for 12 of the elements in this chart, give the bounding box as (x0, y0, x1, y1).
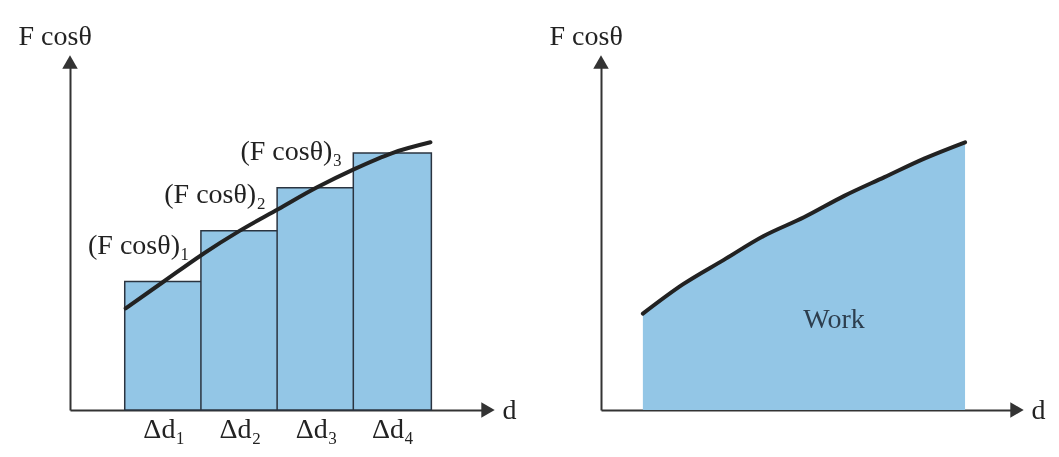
x-tick-label: Δd₃ (295, 412, 338, 444)
annotation: (F cosθ)₃ (240, 134, 343, 166)
x-axis-title: d (1031, 393, 1046, 425)
annotation: Work (803, 302, 865, 334)
y-axis-title: F cosθ (18, 19, 92, 51)
annotation: (F cosθ)₁ (88, 228, 190, 260)
x-tick-label: Δd₁ (143, 412, 186, 444)
x-axis-title: d (502, 393, 517, 425)
x-tick-label: Δd₂ (219, 412, 262, 444)
annotation: (F cosθ)₂ (164, 177, 266, 209)
y-axis-title: F cosθ (549, 19, 623, 51)
x-tick-label: Δd₄ (371, 412, 414, 444)
